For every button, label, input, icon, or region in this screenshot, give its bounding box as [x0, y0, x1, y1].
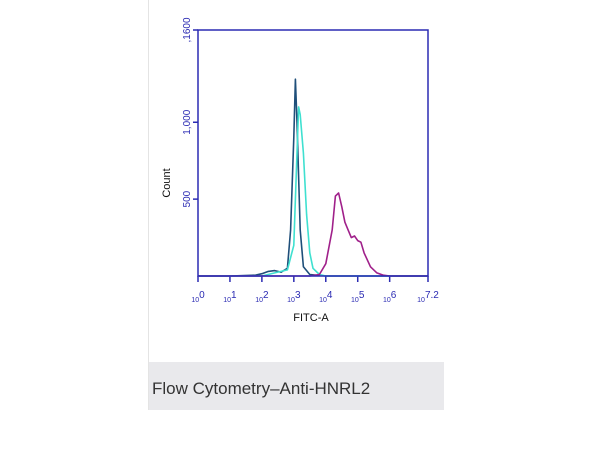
- x-tick-label: 100: [191, 290, 205, 304]
- x-tick-exponent: 4: [327, 290, 333, 301]
- y-tick-label: ,1600: [182, 17, 193, 42]
- x-tick-exponent: 7.2: [425, 290, 439, 301]
- x-tick-exponent: 3: [295, 290, 301, 301]
- caption-box: [149, 362, 444, 410]
- x-tick-label: 103: [287, 290, 301, 304]
- y-axis-label: Count: [161, 168, 173, 197]
- caption: Flow Cytometry–Anti-HNRL2: [152, 379, 370, 398]
- x-tick-exponent: 2: [263, 290, 269, 301]
- x-tick-exponent: 1: [231, 290, 237, 301]
- x-tick-base: 10: [191, 297, 199, 304]
- x-tick-base: 10: [255, 297, 263, 304]
- x-tick-exponent: 6: [391, 290, 397, 301]
- histogram-line: [198, 78, 428, 277]
- y-tick-label: 500: [182, 190, 193, 207]
- x-tick-exponent: 0: [199, 290, 205, 301]
- x-tick-label: 102: [255, 290, 269, 304]
- x-tick-label: 106: [383, 290, 397, 304]
- x-tick-base: 10: [319, 297, 327, 304]
- y-tick-label: 1,000: [182, 109, 193, 134]
- histogram-line: [198, 106, 428, 277]
- x-tick-base: 10: [417, 297, 425, 304]
- x-tick-label: 105: [351, 290, 365, 304]
- histogram-line: [198, 192, 428, 277]
- x-tick-exponent: 5: [359, 290, 365, 301]
- x-tick-label: 104: [319, 290, 333, 304]
- plot-frame: [197, 29, 429, 277]
- x-tick-base: 10: [383, 297, 391, 304]
- x-tick-base: 10: [351, 297, 359, 304]
- x-tick-label: 101: [223, 290, 237, 304]
- x-tick-base: 10: [223, 297, 231, 304]
- x-tick-base: 10: [287, 297, 295, 304]
- x-tick-label: 107.2: [417, 290, 439, 304]
- x-axis-label: FITC-A: [293, 312, 329, 324]
